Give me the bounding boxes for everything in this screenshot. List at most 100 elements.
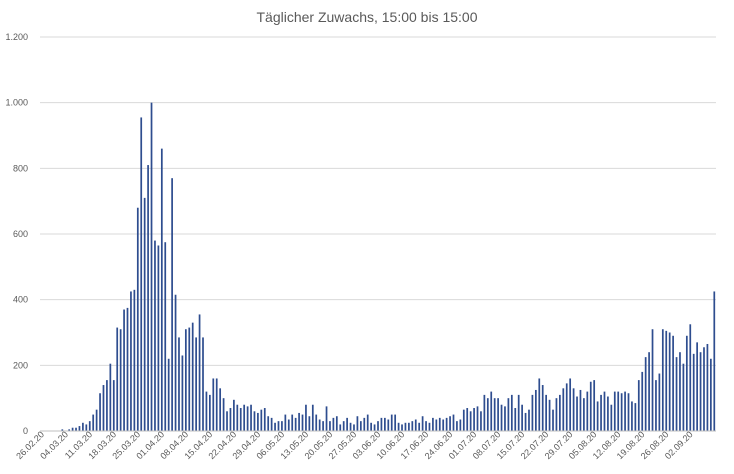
bar (174, 294, 177, 431)
bar (236, 404, 239, 431)
bar (593, 380, 596, 431)
bar (493, 398, 496, 431)
bar (617, 391, 620, 431)
bar (411, 421, 414, 431)
bar (178, 337, 180, 431)
bar (346, 417, 348, 431)
bar (233, 399, 235, 431)
bar (184, 329, 187, 431)
bar (401, 424, 403, 431)
bar (123, 309, 125, 431)
bar (462, 409, 465, 431)
y-tick-label: 1.200 (5, 32, 28, 42)
bar (353, 424, 355, 431)
bar (579, 389, 582, 431)
bar (116, 327, 119, 431)
bar (267, 416, 270, 431)
bar (387, 419, 390, 431)
bar (380, 417, 383, 431)
bar (99, 393, 101, 431)
bar (287, 419, 290, 431)
bar (308, 416, 311, 431)
bar (476, 406, 479, 432)
y-tick-label: 0 (23, 426, 28, 436)
bar (250, 404, 252, 431)
bar (359, 421, 362, 431)
bar (277, 421, 280, 431)
bar (284, 414, 287, 431)
bar (490, 391, 493, 431)
bar (92, 414, 95, 431)
bar (528, 409, 530, 431)
bar (658, 373, 661, 431)
bar (363, 417, 366, 431)
bar (160, 148, 163, 431)
bar (136, 207, 139, 431)
bar (301, 414, 304, 431)
bar (390, 414, 393, 431)
bar (655, 380, 657, 431)
y-tick-label: 600 (13, 229, 28, 239)
bar (133, 289, 136, 431)
bar (480, 411, 482, 431)
bar (524, 412, 527, 431)
bar (188, 327, 191, 431)
bar (624, 391, 626, 431)
bar (150, 102, 153, 432)
bar (274, 422, 276, 431)
bar (613, 391, 616, 431)
bar (322, 421, 324, 431)
bar (198, 314, 201, 431)
bar (112, 380, 115, 431)
bar (438, 417, 441, 431)
bar (195, 337, 197, 431)
bar (452, 414, 455, 431)
bar (473, 408, 475, 431)
bar (109, 363, 112, 431)
bar (202, 337, 204, 431)
bar (339, 424, 342, 431)
bar (507, 398, 510, 431)
bar (315, 414, 318, 431)
bar (404, 422, 407, 431)
bar (335, 416, 338, 431)
bar (154, 240, 156, 431)
bar (281, 421, 283, 431)
bar (521, 404, 523, 431)
bar (291, 414, 294, 431)
bar (408, 422, 410, 431)
bar (167, 358, 170, 431)
bar (696, 342, 698, 431)
bar (425, 421, 427, 431)
bar (685, 335, 688, 431)
bar (562, 388, 565, 431)
bar (534, 389, 537, 431)
bar (500, 404, 503, 431)
grid-lines (40, 36, 716, 366)
y-axis-ticks: 0 200 400 600 800 1.000 1.200 (5, 32, 28, 436)
bar (215, 378, 218, 431)
bar (548, 399, 551, 431)
bar (466, 408, 469, 431)
bar (668, 332, 671, 431)
bar (517, 394, 520, 431)
bar (298, 412, 300, 431)
bar (147, 165, 149, 432)
bar (270, 417, 273, 431)
bar (596, 401, 599, 431)
bar (71, 427, 74, 431)
bar (384, 417, 386, 431)
bar (140, 117, 143, 431)
bar-series (61, 102, 716, 432)
bar (394, 414, 397, 431)
bar (257, 412, 259, 431)
bar (88, 421, 91, 431)
bar (637, 380, 640, 431)
bar (703, 347, 705, 431)
bar (332, 417, 335, 431)
bar (586, 391, 589, 431)
bar (565, 383, 568, 431)
bar (552, 409, 554, 431)
bar (157, 245, 160, 431)
